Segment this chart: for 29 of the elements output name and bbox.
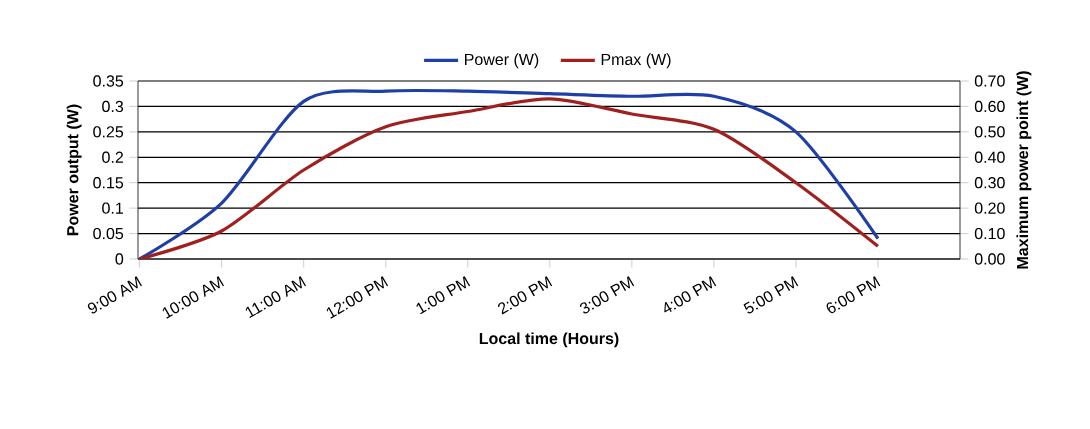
x-tick-label: 4:00 PM <box>664 276 717 313</box>
y2-axis-title: Maximum power point (W) <box>1016 71 1032 269</box>
y-tick-label: 0.15 <box>93 177 124 189</box>
y-axis-title: Power output (W) <box>66 104 82 236</box>
y-tick-label: 0.35 <box>93 75 124 87</box>
y2-tick-label: 0.70 <box>974 75 1005 87</box>
x-tick-label: 11:00 AM <box>245 276 307 319</box>
legend-label: Power (W) <box>465 53 539 69</box>
y2-tick-label: 0.20 <box>974 202 1005 214</box>
x-tick-label: 3:00 PM <box>580 276 635 314</box>
legend-label: Pmax (W) <box>601 53 671 69</box>
x-tick-label: 9:00 AM <box>87 276 142 314</box>
x-tick-label: 2:00 PM <box>498 276 553 315</box>
y-tick-label: 0.05 <box>93 227 124 240</box>
y2-tick-label: 0.60 <box>974 100 1005 113</box>
y-tick-label: 0.1 <box>102 202 123 214</box>
x-axis-title: Local time (Hours) <box>479 332 619 348</box>
y-tick-label: 0.3 <box>102 100 124 113</box>
y-tick-label: 0.2 <box>102 151 123 163</box>
y2-tick-label: 0.40 <box>974 151 1005 163</box>
y2-tick-label: 0.10 <box>974 227 1005 240</box>
y2-tick-label: 0.00 <box>974 253 1005 265</box>
y-tick-label: 0.25 <box>93 126 124 138</box>
y-tick-label: 0 <box>115 253 124 265</box>
x-tick-label: 6:00 PM <box>826 276 881 314</box>
y2-tick-label: 0.30 <box>974 177 1005 189</box>
y2-tick-label: 0.50 <box>974 126 1005 138</box>
x-tick-label: 5:00 PM <box>743 276 799 314</box>
x-tick-label: 1:00 PM <box>416 276 471 315</box>
